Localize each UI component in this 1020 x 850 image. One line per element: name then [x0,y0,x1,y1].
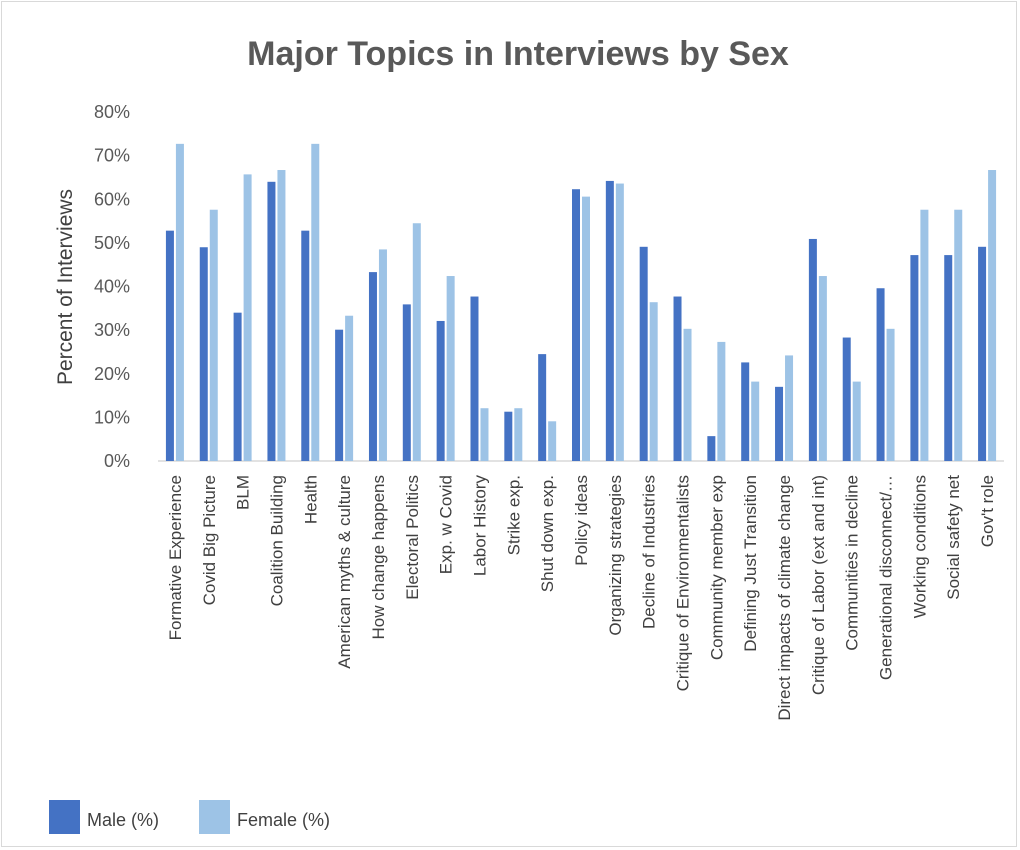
category-label: Communities in decline [843,475,862,651]
male-bar [978,246,987,461]
y-tick-label: 20% [94,364,130,384]
female-bar [852,381,861,461]
female-bar [649,302,658,461]
y-tick-label: 50% [94,233,130,253]
male-bar [335,329,344,461]
category-label: Defining Just Transition [741,475,760,652]
category-label: Strike exp. [504,475,523,555]
female-bar [243,174,252,462]
female-bar [751,381,760,461]
female-bar [615,183,624,462]
male-bar [165,230,174,461]
category-label: Community member exp [707,475,726,660]
female-bar [582,196,590,461]
category-label: Gov't role [978,475,997,547]
legend-label: Male (%) [87,810,159,830]
category-label: Exp. w Covid [437,475,456,574]
female-bar [514,408,523,461]
male-bar [605,180,614,462]
category-label: Labor History [470,475,489,577]
category-label: Direct impacts of climate change [775,475,794,721]
female-bar [988,170,997,462]
category-label: Social safety net [944,475,963,600]
y-tick-label: 40% [94,277,130,297]
category-label: How change happens [369,475,388,639]
category-label: BLM [234,475,253,510]
female-bar [480,408,489,461]
female-bar [311,143,320,461]
male-bar [707,436,716,461]
female-bar [412,223,421,461]
male-bar [233,312,242,461]
female-bar [378,249,387,461]
male-bar [402,304,411,461]
y-tick-label: 10% [94,407,130,427]
category-label: Generational disconnect/… [877,475,896,680]
female-bar [683,328,692,461]
female-bar [886,328,895,461]
category-label: Electoral Politics [403,475,422,600]
male-bar [910,255,919,461]
female-bar [209,209,218,461]
y-tick-label: 70% [94,146,130,166]
male-bar [436,320,445,461]
category-label: Covid Big Picture [200,475,219,605]
category-label: Policy ideas [572,475,591,566]
male-bar [944,255,953,461]
female-bar [717,341,726,461]
category-label: Decline of Industries [640,475,659,629]
female-bar [345,315,354,461]
category-label: Shut down exp. [538,475,557,592]
category-label: Critique of Labor (ext and int) [809,475,828,695]
female-bar [277,170,286,462]
female-bar [785,355,794,461]
male-bar [741,362,750,461]
chart-title: Major Topics in Interviews by Sex [247,35,789,73]
male-bar [639,246,648,461]
female-bar [818,276,827,461]
male-bar [301,230,310,461]
legend-swatch [199,800,230,834]
female-bar [920,209,929,461]
male-bar [876,288,885,461]
y-axis-title: Percent of Interviews [54,189,77,385]
y-tick-label: 0% [104,451,130,471]
legend-swatch [49,800,80,834]
male-bar [775,386,784,461]
male-bar [267,181,276,462]
category-label: Organizing strategies [606,475,625,636]
bars-group [165,143,997,462]
legend: Male (%) Female (%) [49,800,330,834]
male-bar [842,337,851,461]
female-bar [175,143,184,461]
male-bar [572,189,580,461]
male-bar [199,247,208,461]
category-label: Formative Experience [166,475,185,640]
category-labels: Formative Experience Covid Big Picture BLM… [166,475,997,721]
category-label: Working conditions [910,475,929,618]
category-label: Health [301,475,320,524]
male-bar [470,296,479,461]
male-bar [673,296,682,461]
y-tick-label: 80% [94,102,130,122]
female-bar [446,276,455,461]
male-bar [538,354,547,461]
y-tick-label: 30% [94,320,130,340]
female-bar [954,209,963,461]
category-label: Coalition Building [267,475,286,606]
male-bar [504,411,513,461]
legend-label: Female (%) [237,810,330,830]
y-axis-ticks: 0% 10% 20% 30% 40% 50% 60% 70% 80% [94,102,130,471]
category-label: American myths & culture [335,475,354,669]
female-bar [548,421,557,461]
male-bar [368,272,377,461]
male-bar [808,238,817,461]
category-label: Critique of Environmentalists [674,475,693,691]
y-tick-label: 60% [94,189,130,209]
